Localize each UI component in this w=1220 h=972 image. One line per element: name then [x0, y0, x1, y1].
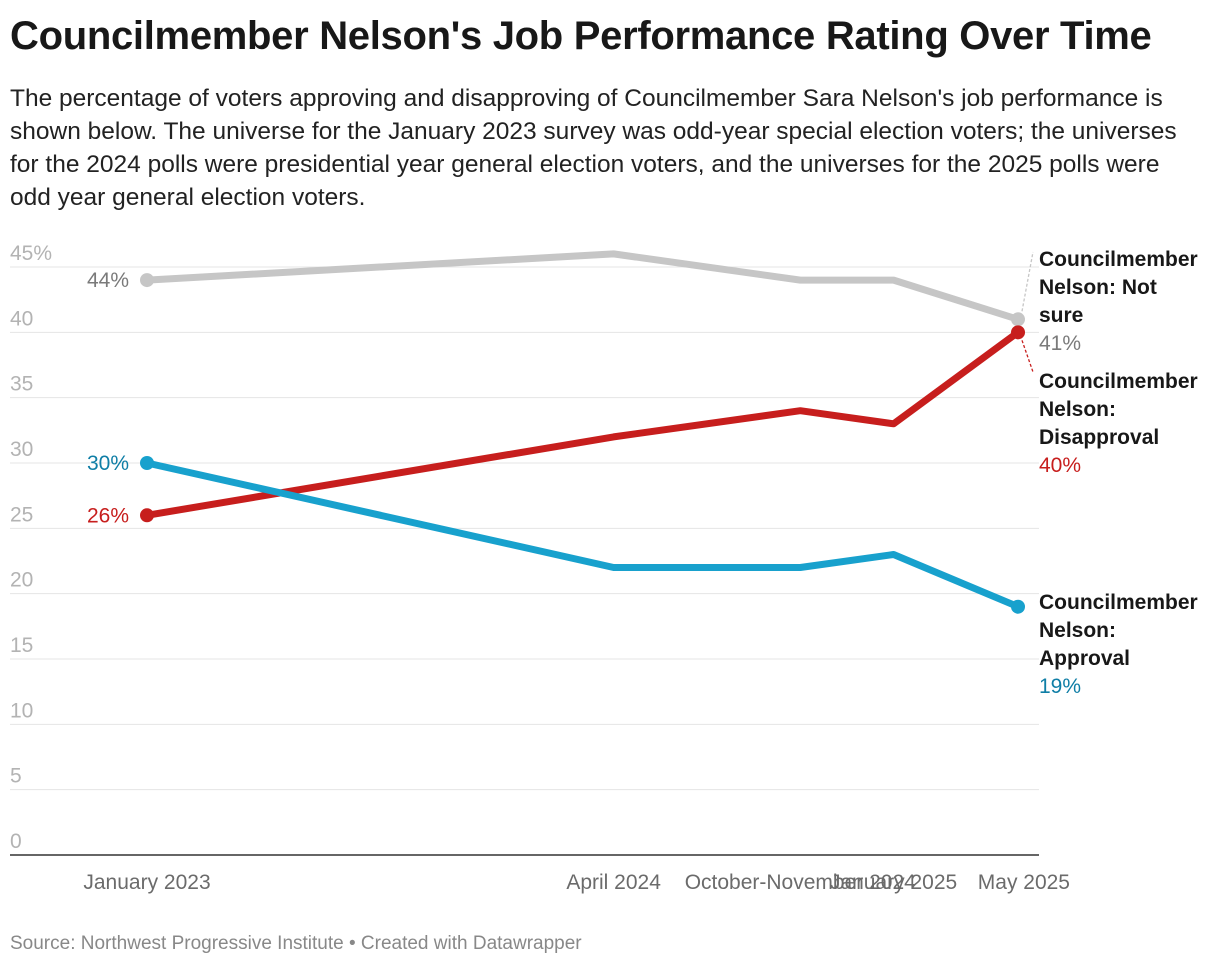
y-tick-label: 40	[10, 307, 33, 330]
x-tick-label: January 2025	[830, 871, 957, 894]
series-name-label: Councilmember Nelson: Disapproval	[1039, 370, 1198, 449]
series-labels: 44% 26% 30% Councilmember Nelson: Not sure 41%…	[87, 248, 1198, 698]
series-end-value: 41%	[1039, 332, 1081, 355]
y-tick-label: 15	[10, 634, 33, 657]
series-point	[1011, 325, 1025, 340]
label-leader-line	[1021, 251, 1034, 312]
x-axis: January 2023 April 2024 October-November 2…	[10, 854, 1070, 894]
series-line-0	[143, 250, 1022, 323]
y-tick-label: 35	[10, 373, 33, 396]
series-line-2	[143, 459, 1022, 611]
chart-subtitle: The percentage of voters approving and d…	[10, 85, 1177, 211]
gridlines	[10, 266, 1039, 791]
series-end-label-2: Councilmember Nelson: Approval 19%	[1039, 591, 1198, 698]
x-tick-label: October-November 2024	[685, 871, 916, 894]
y-tick-label: 0	[10, 830, 22, 853]
series-start-label: 26%	[87, 504, 129, 527]
series-name-label: Councilmember Nelson: Not sure	[1039, 248, 1198, 327]
series-point	[140, 273, 154, 288]
series-lines	[143, 250, 1022, 611]
series-end-value: 19%	[1039, 675, 1081, 698]
series-point	[140, 456, 154, 470]
series-line-1	[143, 328, 1022, 519]
y-axis-labels: 0 5 10 15 20 25 30 35 40 45%	[10, 242, 52, 853]
chart-title: Councilmember Nelson's Job Performance R…	[10, 14, 1152, 58]
series-end-label-1: Councilmember Nelson: Disapproval 40%	[1021, 340, 1198, 477]
line-chart: 0 5 10 15 20 25 30 35 40 45% January 2023 April 20…	[10, 242, 1198, 894]
series-name-label: Councilmember Nelson: Approval	[1039, 591, 1198, 670]
series-end-value: 40%	[1039, 454, 1081, 477]
source-footer: Source: Northwest Progressive Institute …	[10, 933, 582, 954]
series-point	[140, 508, 154, 523]
y-tick-label: 30	[10, 438, 33, 461]
series-start-label: 30%	[87, 452, 129, 475]
y-tick-label: 5	[10, 765, 22, 788]
series-points	[140, 273, 1025, 614]
series-start-label: 44%	[87, 269, 129, 292]
y-tick-label: 20	[10, 569, 33, 592]
label-leader-line	[1021, 340, 1034, 373]
y-tick-label: 45%	[10, 242, 52, 265]
x-tick-label: January 2023	[83, 871, 210, 894]
x-tick-label: April 2024	[566, 871, 661, 894]
series-end-label-0: Councilmember Nelson: Not sure 41%	[1021, 248, 1198, 355]
series-point	[1011, 599, 1025, 614]
y-tick-label: 25	[10, 503, 33, 526]
series-point	[1011, 312, 1025, 327]
x-tick-label: May 2025	[978, 871, 1070, 894]
y-tick-label: 10	[10, 699, 33, 722]
